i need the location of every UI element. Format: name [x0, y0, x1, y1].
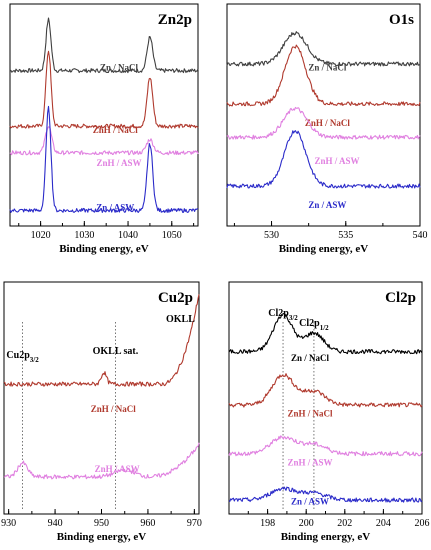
cl2p-tick-label: 202	[337, 518, 352, 529]
cu2p-annotation: Cu2p3/2	[6, 350, 39, 364]
o1s-tick-label: 530	[264, 230, 279, 241]
o1s-series-label: Zn / NaCl	[308, 63, 347, 73]
o1s-series-curve	[226, 106, 421, 140]
zn2p-series-curve	[9, 50, 199, 129]
o1s-series-label: Zn / ASW	[308, 200, 346, 210]
zn2p-series-label: Zn / ASW	[96, 202, 134, 212]
cl2p-tick-label: 204	[376, 518, 391, 529]
zn2p-series-curve	[9, 17, 199, 74]
cl2p-series-label: Zn / ASW	[291, 497, 329, 507]
cu2p-series-label: ZnH / NaCl	[91, 404, 137, 414]
cl2p-tick-label: 200	[299, 518, 314, 529]
cu2p-series-curve	[3, 442, 200, 480]
cl2p-series-label: ZnH / NaCl	[288, 409, 334, 419]
zn2p-series-curve	[9, 126, 199, 156]
o1s-series-curve	[226, 44, 421, 107]
zn2p-xlabel: Binding energy, eV	[59, 243, 149, 255]
zn2p-panel: Zn2p 1020 1030 1040 1050 Binding energy, eV Zn…	[9, 3, 199, 255]
cl2p-annotation: Cl2p3/2	[268, 308, 298, 322]
cl2p-annotation: Cl2p1/2	[299, 318, 329, 332]
cl2p-tick-label: 206	[415, 518, 430, 529]
zn2p-tick-label: 1040	[118, 230, 138, 241]
cl2p-frame	[228, 281, 423, 515]
cl2p-series-label: ZnH / ASW	[288, 457, 333, 467]
cl2p-series-curve	[228, 313, 423, 355]
cu2p-tick-label: 960	[140, 518, 155, 529]
cu2p-xlabel: Binding energy, eV	[57, 531, 147, 543]
cu2p-annotation: OKLL sat.	[93, 346, 139, 357]
zn2p-frame	[9, 3, 199, 227]
cl2p-tick-label: 198	[260, 518, 275, 529]
cu2p-tick-label: 940	[48, 518, 63, 529]
cu2p-annotation: OKLL	[166, 314, 195, 325]
cu2p-tick-label: 930	[1, 518, 16, 529]
zn2p-series-label: Zn / NaCl	[100, 63, 139, 73]
o1s-frame	[226, 3, 421, 227]
cu2p-panel: Cu2p 930 940 950 960 970 Binding energy, eV ZnH…	[1, 281, 202, 543]
cl2p-series-label: Zn / NaCl	[291, 353, 330, 363]
o1s-tick-label: 535	[338, 230, 353, 241]
zn2p-series-curve	[9, 105, 199, 213]
cu2p-series-curve	[3, 294, 200, 387]
o1s-panel: O1s 530 535 540 Binding energy, eV Zn / NaCl Z…	[226, 3, 428, 255]
cu2p-tick-label: 970	[187, 518, 202, 529]
cl2p-series-curve	[228, 486, 423, 503]
o1s-title: O1s	[389, 12, 414, 28]
cl2p-panel: Cl2p 198 200 202 204 206 Binding energy, eV Zn …	[228, 281, 430, 543]
cu2p-title: Cu2p	[158, 290, 193, 306]
cu2p-series-label: ZnH / ASW	[95, 464, 140, 474]
zn2p-title: Zn2p	[158, 12, 192, 28]
o1s-xlabel: Binding energy, eV	[279, 243, 369, 255]
zn2p-tick-label: 1030	[74, 230, 94, 241]
o1s-series-curve	[226, 31, 421, 67]
cl2p-series-curve	[228, 373, 423, 408]
cu2p-tick-label: 950	[94, 518, 109, 529]
zn2p-tick-label: 1050	[162, 230, 182, 241]
cl2p-title: Cl2p	[385, 290, 416, 306]
cl2p-series-curve	[228, 435, 423, 457]
zn2p-series-label: ZnH / NaCl	[93, 125, 139, 135]
o1s-series-curve	[226, 130, 421, 189]
o1s-series-label: ZnH / ASW	[314, 156, 359, 166]
cl2p-xlabel: Binding energy, eV	[281, 531, 371, 543]
o1s-series-label: ZnH / NaCl	[305, 118, 351, 128]
zn2p-series-label: ZnH / ASW	[97, 158, 142, 168]
o1s-tick-label: 540	[413, 230, 428, 241]
zn2p-tick-label: 1020	[31, 230, 51, 241]
